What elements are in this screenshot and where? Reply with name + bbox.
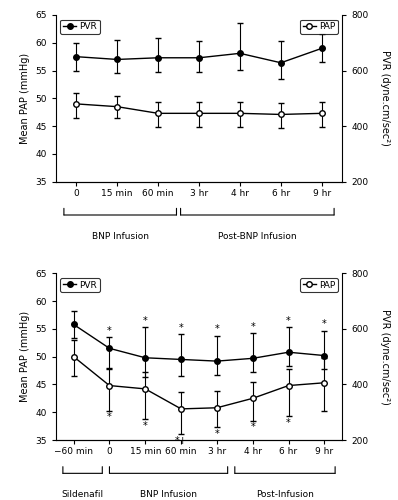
Legend: PVR: PVR (60, 20, 100, 34)
Text: *: * (107, 412, 112, 422)
Text: Post-BNP Infusion: Post-BNP Infusion (218, 232, 297, 240)
Text: *: * (250, 322, 255, 332)
Legend: PVR: PVR (60, 278, 100, 292)
Y-axis label: Mean PAP (mmHg): Mean PAP (mmHg) (20, 53, 29, 144)
Text: *: * (107, 326, 112, 336)
Text: *: * (286, 418, 291, 428)
Legend: PAP: PAP (300, 278, 338, 292)
Text: *: * (286, 316, 291, 326)
Text: *: * (215, 324, 219, 334)
Text: *: * (250, 422, 255, 432)
Text: *+: *+ (175, 436, 187, 446)
Text: *: * (143, 421, 148, 431)
Y-axis label: PVR (dyne.cm/sec²): PVR (dyne.cm/sec²) (380, 308, 390, 404)
Text: BNP Infusion: BNP Infusion (92, 232, 149, 240)
Text: Post-Infusion: Post-Infusion (256, 490, 314, 499)
Text: Sildenafil: Sildenafil (62, 490, 103, 499)
Text: *: * (322, 319, 327, 329)
Y-axis label: Mean PAP (mmHg): Mean PAP (mmHg) (20, 311, 29, 402)
Text: *: * (179, 323, 183, 333)
Legend: PAP: PAP (300, 20, 338, 34)
Text: BNP Infusion: BNP Infusion (140, 490, 197, 499)
Text: *: * (215, 429, 219, 439)
Y-axis label: PVR (dyne.cm/sec²): PVR (dyne.cm/sec²) (380, 50, 390, 146)
Text: *: * (143, 316, 148, 326)
